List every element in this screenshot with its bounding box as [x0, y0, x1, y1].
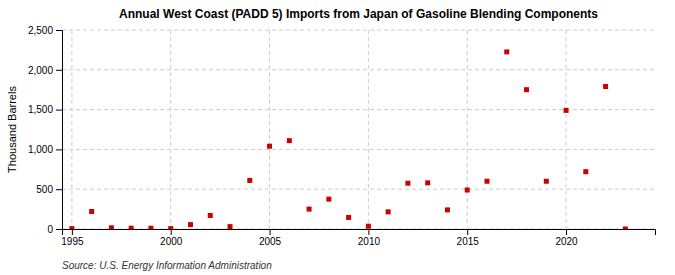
point — [366, 224, 371, 229]
tick: 0 — [47, 224, 62, 235]
point — [583, 169, 588, 174]
tick-label: 2010 — [358, 236, 381, 247]
grid-line — [269, 30, 270, 229]
point — [544, 179, 549, 184]
point — [208, 213, 213, 218]
point — [623, 227, 628, 230]
point — [109, 225, 114, 229]
tick: 2,000 — [28, 65, 62, 76]
tick-label: 2015 — [457, 236, 480, 247]
tick-mark — [56, 70, 62, 71]
grid-line — [62, 69, 655, 70]
axis-line — [63, 230, 656, 236]
point — [425, 180, 430, 185]
grid-line — [71, 30, 72, 229]
tick-mark — [56, 189, 62, 190]
tick: 1995 — [61, 229, 84, 247]
grid-line — [566, 30, 567, 229]
point — [504, 49, 509, 54]
tick: 2000 — [160, 229, 183, 247]
point — [129, 226, 134, 229]
tick: 500 — [36, 184, 62, 195]
tick: 2,500 — [28, 25, 62, 36]
title: Annual West Coast (PADD 5) Imports from … — [119, 7, 598, 21]
y-axis-title: Thousand Barrels — [6, 86, 18, 173]
plot: 1995 2000 2005 2010 2015 2020 0 500 1,000 1,500 2,… — [28, 25, 656, 247]
tick-label: 2005 — [259, 236, 282, 247]
tick-label: 2020 — [555, 236, 578, 247]
point — [247, 178, 252, 183]
point — [148, 226, 153, 229]
tick-mark — [56, 110, 62, 111]
tick: 1,000 — [28, 144, 62, 155]
tick-label: 2000 — [160, 236, 183, 247]
tick-label: 1,500 — [28, 104, 53, 115]
tick-mark — [171, 229, 172, 235]
tick: 2020 — [555, 229, 578, 247]
source-note: Source: U.S. Energy Information Administ… — [62, 260, 272, 271]
point — [484, 179, 489, 184]
tick: 2015 — [457, 229, 480, 247]
point — [386, 209, 391, 214]
point — [89, 209, 94, 214]
grid-line — [170, 30, 171, 229]
tick-mark — [72, 229, 73, 235]
point — [69, 226, 74, 229]
point — [465, 187, 470, 192]
tick-mark — [56, 229, 62, 230]
axis-line — [56, 31, 63, 230]
grid-line — [368, 30, 369, 229]
point — [228, 224, 233, 229]
point — [326, 197, 331, 202]
x-axis: 1995 2000 2005 2010 2015 2020 — [61, 229, 655, 247]
grid-line — [62, 189, 655, 190]
tick-label: 0 — [47, 224, 53, 235]
point — [287, 138, 292, 143]
tick-mark — [566, 229, 567, 235]
tick: 2010 — [358, 229, 381, 247]
tick: 2005 — [259, 229, 282, 247]
chart-svg: 1995 2000 2005 2010 2015 2020 0 500 1,000 1,500 2,… — [0, 0, 675, 275]
chart-container: 1995 2000 2005 2010 2015 2020 0 500 1,000 1,500 2,… — [0, 0, 675, 275]
point — [405, 181, 410, 186]
tick-label: 500 — [36, 184, 53, 195]
point — [188, 222, 193, 227]
tick-mark — [56, 149, 62, 150]
tick-label: 2,000 — [28, 65, 53, 76]
points — [69, 49, 627, 229]
point — [564, 108, 569, 113]
point — [267, 144, 272, 149]
point — [603, 84, 608, 89]
tick: 1,500 — [28, 104, 62, 115]
tick-label: 1995 — [61, 236, 84, 247]
point — [307, 207, 312, 212]
grid-line — [467, 30, 468, 229]
y-axis: 0 500 1,000 1,500 2,000 2,500 — [28, 25, 63, 235]
tick-mark — [270, 229, 271, 235]
tick-mark — [467, 229, 468, 235]
point — [445, 207, 450, 212]
tick-label: 2,500 — [28, 25, 53, 36]
point — [524, 87, 529, 92]
tick-mark — [368, 229, 369, 235]
tick-label: 1,000 — [28, 144, 53, 155]
point — [168, 226, 173, 229]
grid — [62, 30, 655, 229]
point — [346, 215, 351, 220]
tick-mark — [56, 30, 62, 31]
